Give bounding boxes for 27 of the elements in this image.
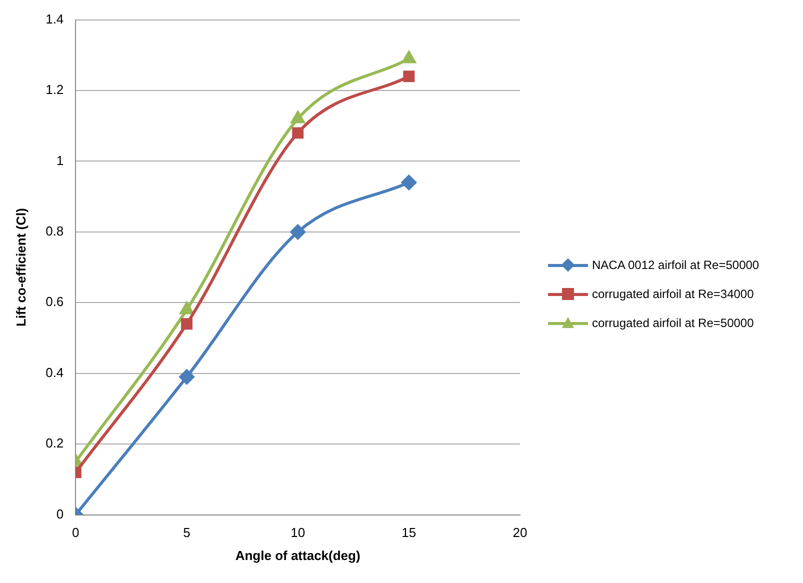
x-tick-label: 10 xyxy=(290,525,306,540)
x-tick-label: 5 xyxy=(183,525,190,540)
x-tick-label: 20 xyxy=(512,525,528,540)
legend-label: corrugated airfoil at Re=34000 xyxy=(592,286,754,300)
y-tick-label: 1.2 xyxy=(46,82,64,98)
point xyxy=(290,224,306,240)
point xyxy=(292,127,304,139)
y-tick-label: 0.4 xyxy=(46,364,64,380)
y-tick-label: 1.4 xyxy=(46,11,64,26)
y-tick-label: 0.8 xyxy=(46,224,64,239)
legend-label: corrugated airfoil at Re=50000 xyxy=(592,316,754,330)
y-axis-title: Lift co-efficient (Cl) xyxy=(13,208,28,327)
legend-label: NACA 0012 airfoil at Re=50000 xyxy=(592,258,760,272)
point xyxy=(402,51,416,64)
x-tick-label: 15 xyxy=(402,525,416,540)
point xyxy=(180,302,194,314)
point xyxy=(401,174,416,190)
point xyxy=(291,111,305,124)
point xyxy=(179,369,194,384)
y-tick-label: 0 xyxy=(56,506,64,522)
y-tick-label: 1 xyxy=(56,152,64,168)
x-tick-label: 0 xyxy=(72,525,80,540)
x-axis-title: Angle of attack(deg) xyxy=(235,548,360,563)
y-tick-label: 0.2 xyxy=(46,436,64,451)
point xyxy=(181,318,192,330)
y-tick-label: 0.6 xyxy=(46,294,64,310)
point xyxy=(403,70,415,82)
